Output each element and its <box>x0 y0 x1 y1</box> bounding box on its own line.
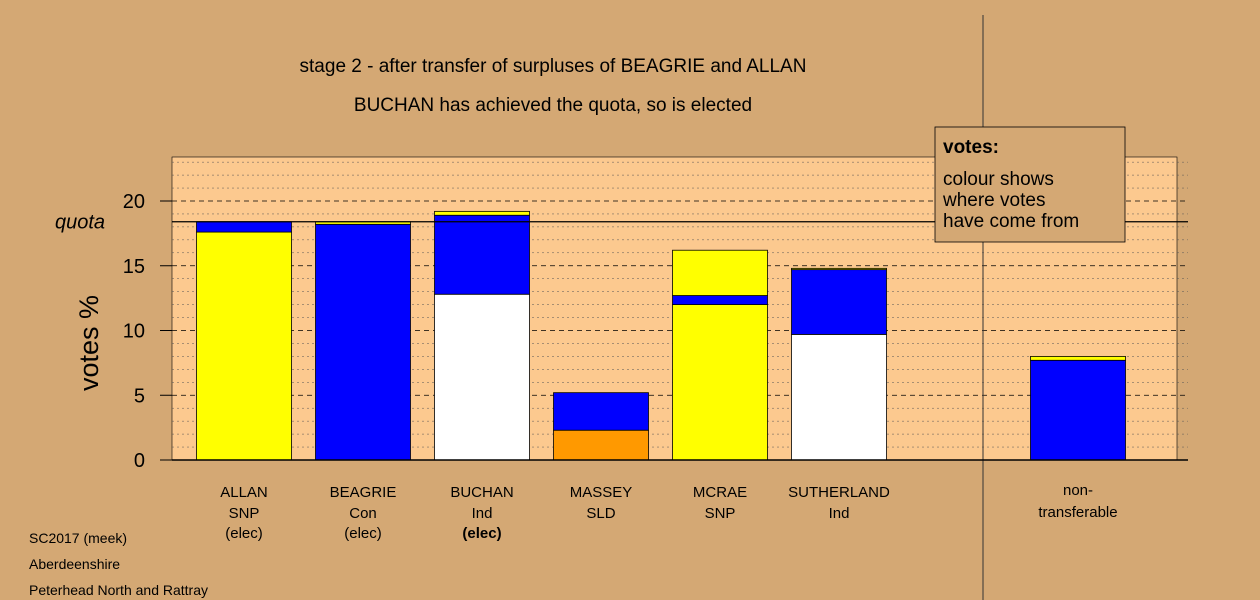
footer-ward: Peterhead North and Rattray <box>29 582 208 598</box>
x-label-party: SLD <box>586 505 615 522</box>
bar-segment-allan-con <box>196 221 292 233</box>
x-label-name: ALLAN <box>220 484 268 501</box>
x-label-party: Ind <box>472 505 493 522</box>
x-label-status: (elec) <box>344 525 382 542</box>
bar-segment-massey-sld <box>553 429 649 461</box>
bar-segment-massey-con <box>553 392 649 431</box>
y-tick-label: 10 <box>123 321 145 343</box>
x-label-party: Ind <box>829 505 850 522</box>
x-label-non-transferable: non- <box>1063 482 1093 499</box>
x-label-party: SNP <box>705 505 736 522</box>
legend-text: colour shows <box>943 169 1054 190</box>
y-tick-label: 20 <box>123 191 145 213</box>
bar-segment-buchan-snp <box>434 210 530 216</box>
chart-title: stage 2 - after transfer of surpluses of… <box>300 56 807 77</box>
bar-segment-mcrae-snp <box>672 249 768 296</box>
bar-segment-sutherland-ind <box>791 333 887 461</box>
quota-label: quota <box>55 212 105 234</box>
y-tick-label: 15 <box>123 256 145 278</box>
bar-segment-sutherland-con <box>791 269 887 335</box>
legend-text: have come from <box>943 211 1079 232</box>
bar-segment-non-transferable-con <box>1030 359 1126 461</box>
legend-heading: votes: <box>943 137 999 158</box>
x-label-status: (elec) <box>225 525 263 542</box>
footer-source: SC2017 (meek) <box>29 530 127 546</box>
bar-segment-mcrae-snp <box>672 304 768 461</box>
x-label-name: BUCHAN <box>450 484 513 501</box>
bar-segment-buchan-ind <box>434 293 530 461</box>
x-label-name: MCRAE <box>693 484 747 501</box>
x-label-party: Con <box>349 505 377 522</box>
bar-segment-allan-snp <box>196 231 292 461</box>
y-axis-label: votes % <box>74 295 104 391</box>
bar-segment-beagrie-con <box>315 223 411 461</box>
footer-council: Aberdeenshire <box>29 556 120 572</box>
bar-segment-sutherland-snp <box>791 267 887 271</box>
y-tick-label: 0 <box>134 450 145 472</box>
bar-segment-non-transferable-snp <box>1030 355 1126 361</box>
x-label-name: SUTHERLAND <box>788 484 890 501</box>
legend-text: where votes <box>942 190 1045 211</box>
legend-box <box>934 126 1126 243</box>
bar-segment-buchan-con <box>434 214 530 295</box>
x-label-non-transferable: transferable <box>1038 504 1117 521</box>
bar-segment-mcrae-con <box>672 295 768 306</box>
x-label-status: (elec) <box>462 525 501 542</box>
x-label-name: MASSEY <box>570 484 633 501</box>
x-label-party: SNP <box>229 505 260 522</box>
chart-subtitle: BUCHAN has achieved the quota, so is ele… <box>354 95 752 116</box>
x-label-name: BEAGRIE <box>330 484 397 501</box>
y-tick-label: 5 <box>134 385 145 407</box>
